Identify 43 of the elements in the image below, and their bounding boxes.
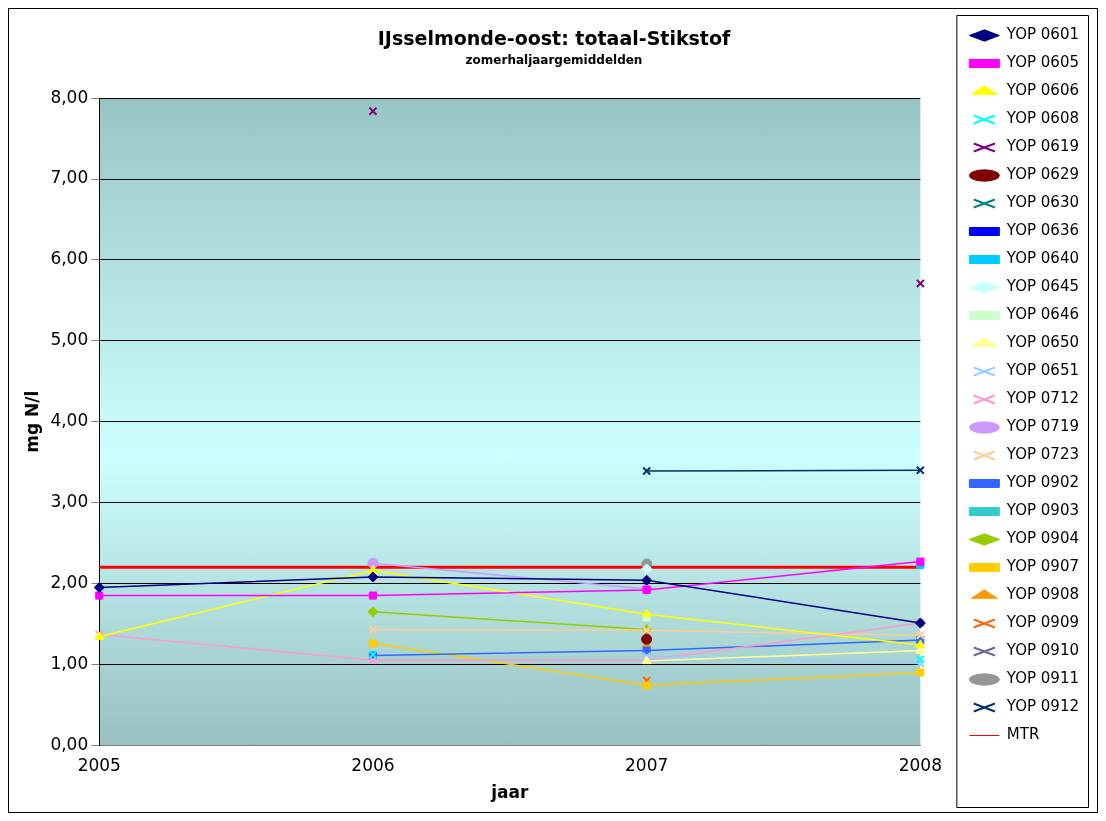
y-tick-label: 6,00 (50, 248, 89, 269)
y-tick-label: 2,00 (50, 571, 89, 592)
legend-label: YOP 0719 (1005, 417, 1079, 436)
y-axis-title: mg N/l (21, 390, 42, 453)
legend-label: YOP 0608 (1005, 109, 1079, 128)
legend-label: YOP 0912 (1005, 697, 1079, 716)
legend-label: YOP 0903 (1005, 501, 1079, 520)
x-tick-label: 2005 (77, 754, 121, 775)
legend-label: YOP 0904 (1005, 529, 1079, 548)
legend-label: YOP 0640 (1005, 249, 1079, 268)
chart-title: IJsselmonde-oost: totaal-Stikstof (377, 27, 731, 50)
legend-label: YOP 0910 (1005, 641, 1079, 660)
x-axis-title: jaar (490, 782, 529, 803)
legend-label: YOP 0630 (1005, 193, 1079, 212)
y-tick-label: 1,00 (50, 652, 89, 673)
legend-label: YOP 0601 (1005, 25, 1079, 44)
legend-label: YOP 0636 (1005, 221, 1079, 240)
legend-label: YOP 0645 (1005, 277, 1079, 296)
legend-label: YOP 0902 (1005, 473, 1079, 492)
y-tick-label: 7,00 (50, 167, 89, 188)
chart-subtitle: zomerhaljaargemiddelden (465, 53, 643, 68)
y-tick-label: 3,00 (50, 491, 89, 511)
legend-label: YOP 0646 (1005, 305, 1079, 324)
legend-label: YOP 0907 (1005, 557, 1079, 576)
y-tick-label: 8,00 (50, 86, 89, 107)
legend-label: YOP 0619 (1005, 137, 1079, 156)
x-tick-label: 2006 (351, 754, 395, 775)
y-tick-label: 5,00 (50, 329, 89, 350)
x-tick-label: 2008 (898, 754, 942, 775)
x-tick-label: 2007 (625, 754, 669, 775)
y-tick-label: 0,00 (50, 733, 89, 754)
legend-label: YOP 0723 (1005, 445, 1079, 464)
legend-label: YOP 0606 (1005, 81, 1079, 100)
legend-label: YOP 0651 (1005, 361, 1079, 380)
legend-label: YOP 0605 (1005, 53, 1079, 72)
legend-label: YOP 0629 (1005, 165, 1079, 184)
legend-label: YOP 0911 (1005, 669, 1079, 688)
legend-label: YOP 0909 (1005, 613, 1079, 632)
y-tick-label: 4,00 (50, 410, 89, 431)
legend-label: YOP 0712 (1005, 389, 1079, 408)
legend-label: MTR (1006, 725, 1040, 744)
legend-label: YOP 0908 (1005, 585, 1079, 604)
legend-label: YOP 0650 (1005, 333, 1079, 352)
